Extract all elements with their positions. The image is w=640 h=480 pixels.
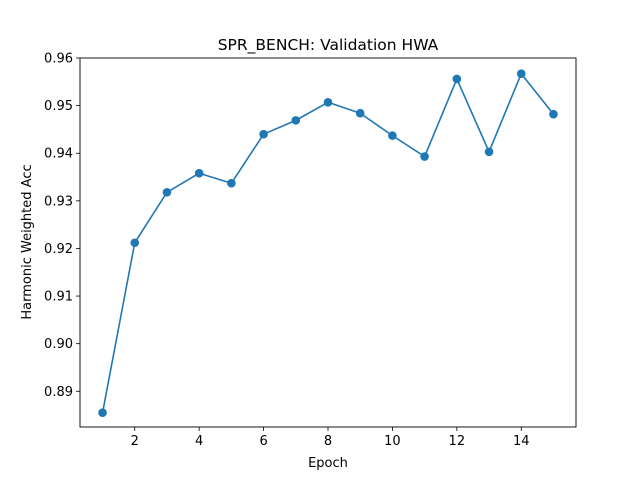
x-tick-label: 8 [324,434,332,449]
plot-area: 2 4 6 8 10 12 14 0.89 0.90 0.91 0.92 0.93 0.94 0.95 0.… [44,52,577,449]
data-point [227,178,236,188]
data-point [259,129,268,139]
y-tick-label: 0.96 [44,52,73,67]
y-tick-label: 0.95 [44,99,73,114]
y-tick-label: 0.93 [44,194,73,209]
data-point [516,69,526,79]
data-point [162,187,172,197]
chart-title: SPR_BENCH: Validation HWA [218,36,439,55]
data-point [291,116,301,125]
x-tick-label: 4 [195,434,203,449]
data-point [323,97,333,107]
x-tick-label: 6 [259,434,267,449]
x-axis-title: Epoch [308,456,348,471]
y-tick-label: 0.90 [44,337,73,352]
x-tick-label: 14 [513,434,530,449]
x-tick-label: 12 [449,434,466,449]
x-tick-label: 2 [131,434,139,449]
y-tick-label: 0.89 [44,385,73,400]
y-tick-label: 0.94 [44,147,73,162]
axes-frame [79,57,577,428]
data-point [549,109,558,119]
data-point [355,108,365,118]
x-tick-label: 10 [384,434,401,449]
data-point [130,238,140,248]
y-axis-title: Harmonic Weighted Acc [20,164,35,319]
data-point [484,147,494,157]
data-point [98,408,107,418]
y-tick-label: 0.92 [44,242,73,257]
data-point [452,74,462,84]
data-point [388,131,397,140]
data-point [420,152,429,161]
y-tick-label: 0.91 [44,290,73,305]
data-point [194,168,204,178]
